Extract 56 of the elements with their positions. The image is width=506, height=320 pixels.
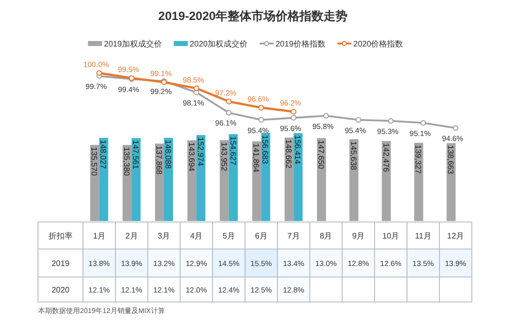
data-label: 142,476 bbox=[381, 142, 390, 172]
legend-line: 2020价格指数 bbox=[337, 40, 404, 48]
x-tick-label: 4月 bbox=[190, 232, 203, 240]
legend-line: 2019价格指数 bbox=[260, 40, 326, 48]
point bbox=[96, 70, 102, 76]
point bbox=[388, 118, 394, 124]
legend-bar: 2020加权成交价 bbox=[174, 40, 248, 48]
x-axis-title: 折扣率 bbox=[48, 232, 72, 240]
point bbox=[226, 110, 232, 116]
point bbox=[420, 120, 426, 126]
data-label: 147,650 bbox=[316, 140, 326, 170]
data-label: 141,864 bbox=[252, 143, 261, 173]
x-tick-label: 6月 bbox=[254, 232, 268, 240]
x-tick-label: 9月 bbox=[352, 232, 365, 240]
data-label: 143,952 bbox=[219, 142, 228, 172]
x-tick-label: 10月 bbox=[382, 232, 400, 240]
x-tick-label: 12月 bbox=[447, 232, 464, 240]
data-label: 156,414 bbox=[293, 135, 302, 165]
point bbox=[226, 98, 232, 104]
chart-title: 2019-2020年整体市场价格指数走势 bbox=[158, 9, 348, 23]
data-label: 139,327 bbox=[414, 144, 423, 174]
x-tick-label: 7月 bbox=[287, 232, 300, 240]
data-label: 148,027 bbox=[98, 140, 108, 170]
legend-bar: 2019加权成交价 bbox=[88, 40, 162, 48]
point bbox=[452, 125, 458, 131]
data-label: 148,088 bbox=[164, 140, 172, 170]
data-label: 135,380 bbox=[122, 146, 132, 176]
x-tick-label: 1月 bbox=[92, 232, 106, 240]
point bbox=[290, 108, 296, 115]
data-label: 154,627 bbox=[228, 136, 238, 166]
data-label: 143,694 bbox=[186, 142, 196, 172]
point bbox=[356, 117, 362, 123]
legend-label: 2019价格指数 bbox=[276, 40, 326, 48]
data-label: 148,662 bbox=[284, 140, 294, 169]
point bbox=[290, 115, 296, 121]
data-label: 138,663 bbox=[446, 145, 456, 175]
legend-label: 2020价格指数 bbox=[353, 40, 404, 48]
legend-label: 2019加权成交价 bbox=[104, 40, 162, 48]
data-label: 145,638 bbox=[348, 141, 358, 171]
x-tick-label: 3月 bbox=[158, 232, 170, 240]
data-label: 156,683 bbox=[260, 135, 270, 164]
point bbox=[194, 85, 200, 92]
point bbox=[258, 104, 264, 110]
y-tick-label: 2019 bbox=[52, 259, 70, 268]
x-tick-label: 8月 bbox=[320, 232, 332, 240]
legend-label: 2020加权成交价 bbox=[190, 40, 248, 48]
x-tick-label: 5月 bbox=[222, 232, 236, 240]
data-label: 135,570 bbox=[90, 146, 99, 176]
point bbox=[258, 117, 264, 123]
x-tick-label: 11月 bbox=[415, 232, 432, 240]
data-label: 147,561 bbox=[131, 140, 140, 170]
data-label: 152,974 bbox=[196, 137, 205, 167]
data-label: 137,868 bbox=[154, 146, 164, 176]
point bbox=[323, 112, 329, 119]
y-tick-label: 2020 bbox=[52, 286, 70, 294]
x-tick-label: 2月 bbox=[125, 232, 138, 240]
